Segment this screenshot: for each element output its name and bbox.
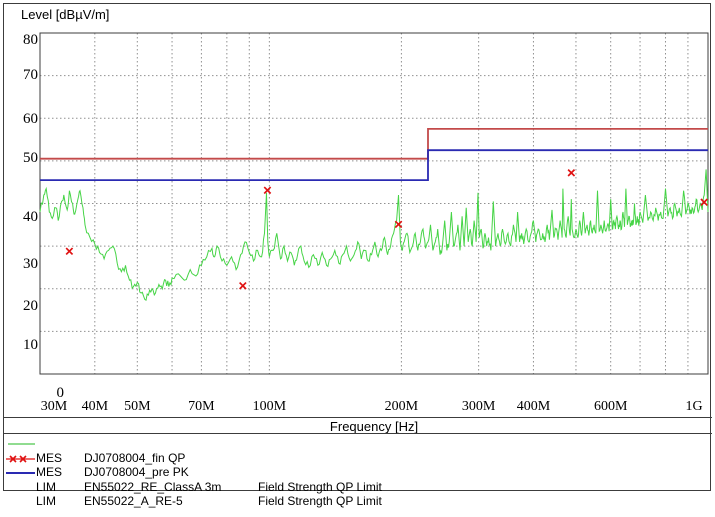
x-tick-label: 30M [40, 399, 68, 414]
qp-marker-x [263, 186, 272, 195]
legend-name: DJ0708004_pre PK [84, 465, 189, 480]
blue-line-swatch [6, 472, 35, 475]
x-tick-label: 40M [81, 399, 109, 414]
legend-name: EN55022_A_RE-5 [84, 494, 183, 509]
legend-row: MES DJ0708004_pre PK [0, 465, 715, 480]
x-tick-label: 200M [384, 399, 419, 414]
axis-separator-top [3, 417, 712, 418]
chart-title: Level [dBµV/m] [21, 7, 110, 22]
legend-kind: MES [36, 465, 63, 480]
y-tick-label: 50 [23, 150, 38, 167]
peak-trace [39, 169, 709, 302]
x-axis-title: Frequency [Hz] [329, 419, 419, 434]
limit-line [40, 149, 708, 182]
x-tick-label: 400M [516, 399, 551, 414]
y-tick-label: 10 [23, 336, 38, 353]
qp-marker-x [65, 247, 74, 256]
y-tick-label: 40 [23, 209, 38, 225]
y-tick-label: 80 [23, 31, 38, 48]
qp-marker-x [567, 169, 576, 177]
green-trace-swatch [8, 443, 35, 445]
x-tick-label: 1G [685, 399, 703, 414]
x-tick-label: 70M [188, 399, 215, 414]
empty-swatch [4, 494, 38, 510]
legend-description: Field Strength QP Limit [258, 479, 382, 494]
outer-frame [3, 3, 711, 491]
legend-description: Field Strength QP Limit [258, 494, 382, 509]
x-tick-label: 50M [124, 399, 151, 414]
qp-marker-x [700, 198, 708, 207]
legend-name: EN55022_RE_ClassA 3m [84, 479, 222, 494]
y-tick-label: 20 [23, 298, 38, 315]
red-x-marker-swatch [6, 455, 35, 463]
legend-row: LIM EN55022_A_RE-5 Field Strength QP Limit [0, 494, 715, 509]
legend-row: MES DJ0708004_fin QP [0, 451, 715, 466]
legend-kind: LIM [36, 494, 57, 509]
empty-swatch [4, 480, 38, 496]
x-tick-label: 100M [252, 399, 287, 414]
x-tick-label: 600M [593, 399, 628, 414]
legend-row [0, 436, 715, 451]
legend-row: LIM EN55022_RE_ClassA 3m Field Strength QP… [0, 480, 715, 495]
limit-line [40, 127, 708, 160]
y-tick-label: 70 [23, 67, 38, 84]
y-tick-label: 30 [23, 255, 38, 272]
y-tick-label: 0 [56, 384, 65, 401]
qp-marker-x [394, 220, 403, 229]
legend-kind: MES [36, 450, 63, 465]
qp-marker-x [239, 281, 247, 290]
y-tick-label: 60 [23, 110, 38, 127]
axis-separator-bottom [3, 433, 712, 434]
legend-kind: LIM [36, 479, 57, 494]
legend-name: DJ0708004_fin QP [84, 450, 186, 465]
x-tick-label: 300M [461, 399, 496, 414]
